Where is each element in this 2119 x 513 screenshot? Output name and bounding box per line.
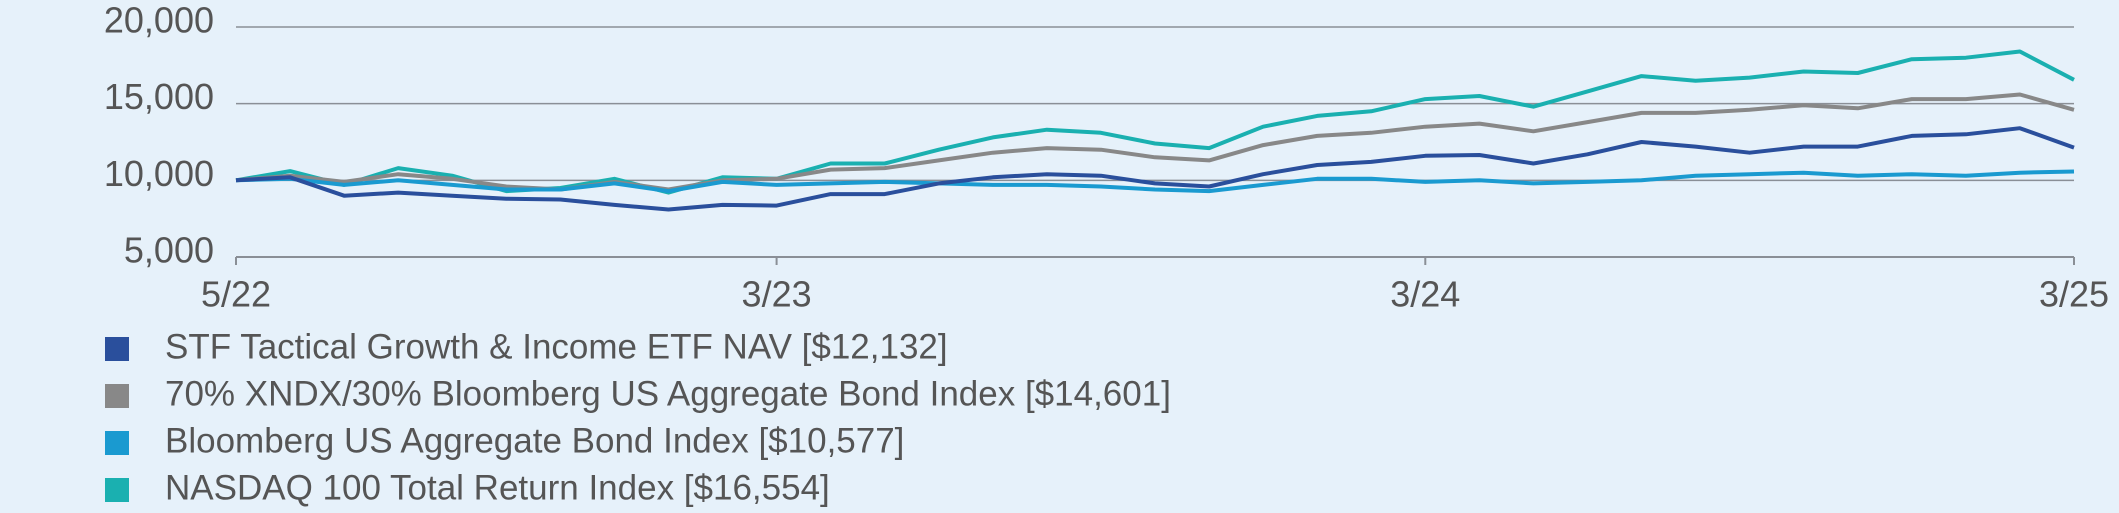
x-tick-label: 3/25 bbox=[2039, 274, 2109, 315]
series-line bbox=[235, 126, 2075, 212]
legend-swatch bbox=[105, 337, 129, 361]
x-tick-label: 5/22 bbox=[201, 274, 271, 315]
legend-swatch bbox=[105, 478, 129, 502]
x-tick-label: 3/24 bbox=[1390, 274, 1460, 315]
legend-label: STF Tactical Growth & Income ETF NAV [$1… bbox=[165, 327, 948, 366]
y-tick-label: 20,000 bbox=[104, 0, 214, 41]
legend-label: NASDAQ 100 Total Return Index [$16,554] bbox=[165, 468, 830, 507]
y-tick-label: 5,000 bbox=[124, 230, 214, 271]
y-tick-label: 15,000 bbox=[104, 76, 214, 117]
x-tick-label: 3/23 bbox=[742, 274, 812, 315]
legend-label: 70% XNDX/30% Bloomberg US Aggregate Bond… bbox=[165, 374, 1171, 413]
legend-swatch bbox=[105, 431, 129, 455]
legend-label: Bloomberg US Aggregate Bond Index [$10,5… bbox=[165, 421, 904, 460]
series-line bbox=[235, 169, 2075, 194]
y-tick-label: 10,000 bbox=[104, 153, 214, 194]
legend-swatch bbox=[105, 384, 129, 408]
